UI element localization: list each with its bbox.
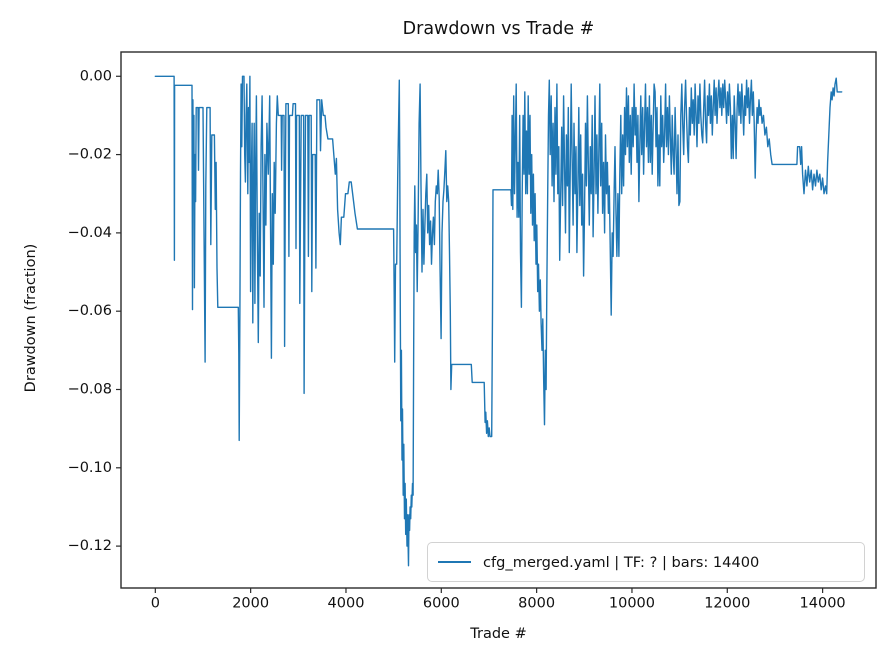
y-tick-label: −0.06 [68,303,112,319]
drawdown-line [154,75,843,567]
y-tick-label: −0.04 [68,225,112,241]
x-tick-label: 14000 [800,596,846,612]
chart-title: Drawdown vs Trade # [402,19,595,39]
x-axis-label: Trade # [470,626,527,642]
y-axis-label: Drawdown (fraction) [23,243,39,393]
y-tick-label: −0.08 [68,381,112,397]
y-tick-label: −0.02 [68,147,112,163]
legend: cfg_merged.yaml | TF: ? | bars: 14400 [427,542,865,582]
x-tick-label: 12000 [704,596,750,612]
y-tick-label: −0.12 [68,538,112,554]
legend-label: cfg_merged.yaml | TF: ? | bars: 14400 [483,553,760,571]
y-tick-label: −0.10 [68,460,112,476]
x-tick-label: 0 [151,596,160,612]
legend-line-sample [438,561,471,563]
y-tick-label: 0.00 [80,68,112,84]
x-tick-label: 6000 [423,596,460,612]
x-tick-label: 8000 [518,596,555,612]
x-tick-label: 2000 [232,596,269,612]
x-tick-label: 4000 [328,596,365,612]
axes-frame [120,51,877,589]
x-tick-label: 10000 [609,596,655,612]
